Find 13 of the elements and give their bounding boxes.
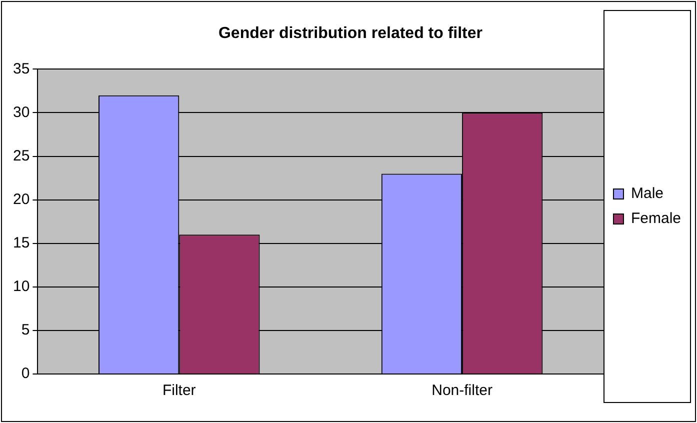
y-tick-label: 15 <box>12 234 30 252</box>
y-tick-label: 30 <box>12 104 30 121</box>
legend-label: Female <box>630 210 682 228</box>
y-tick-label: 10 <box>12 278 30 296</box>
y-tick-label: 20 <box>12 190 30 208</box>
x-tick-label: Filter <box>162 382 196 400</box>
x-tick-label: Non-filter <box>432 382 492 400</box>
legend-label: Male <box>630 185 664 202</box>
y-tick-label: 5 <box>21 322 30 339</box>
chart-title: Gender distribution related to filter <box>218 25 483 42</box>
y-tick-label: 0 <box>21 365 30 382</box>
y-tick-label: 35 <box>12 60 30 78</box>
y-tick-label: 25 <box>12 147 30 164</box>
